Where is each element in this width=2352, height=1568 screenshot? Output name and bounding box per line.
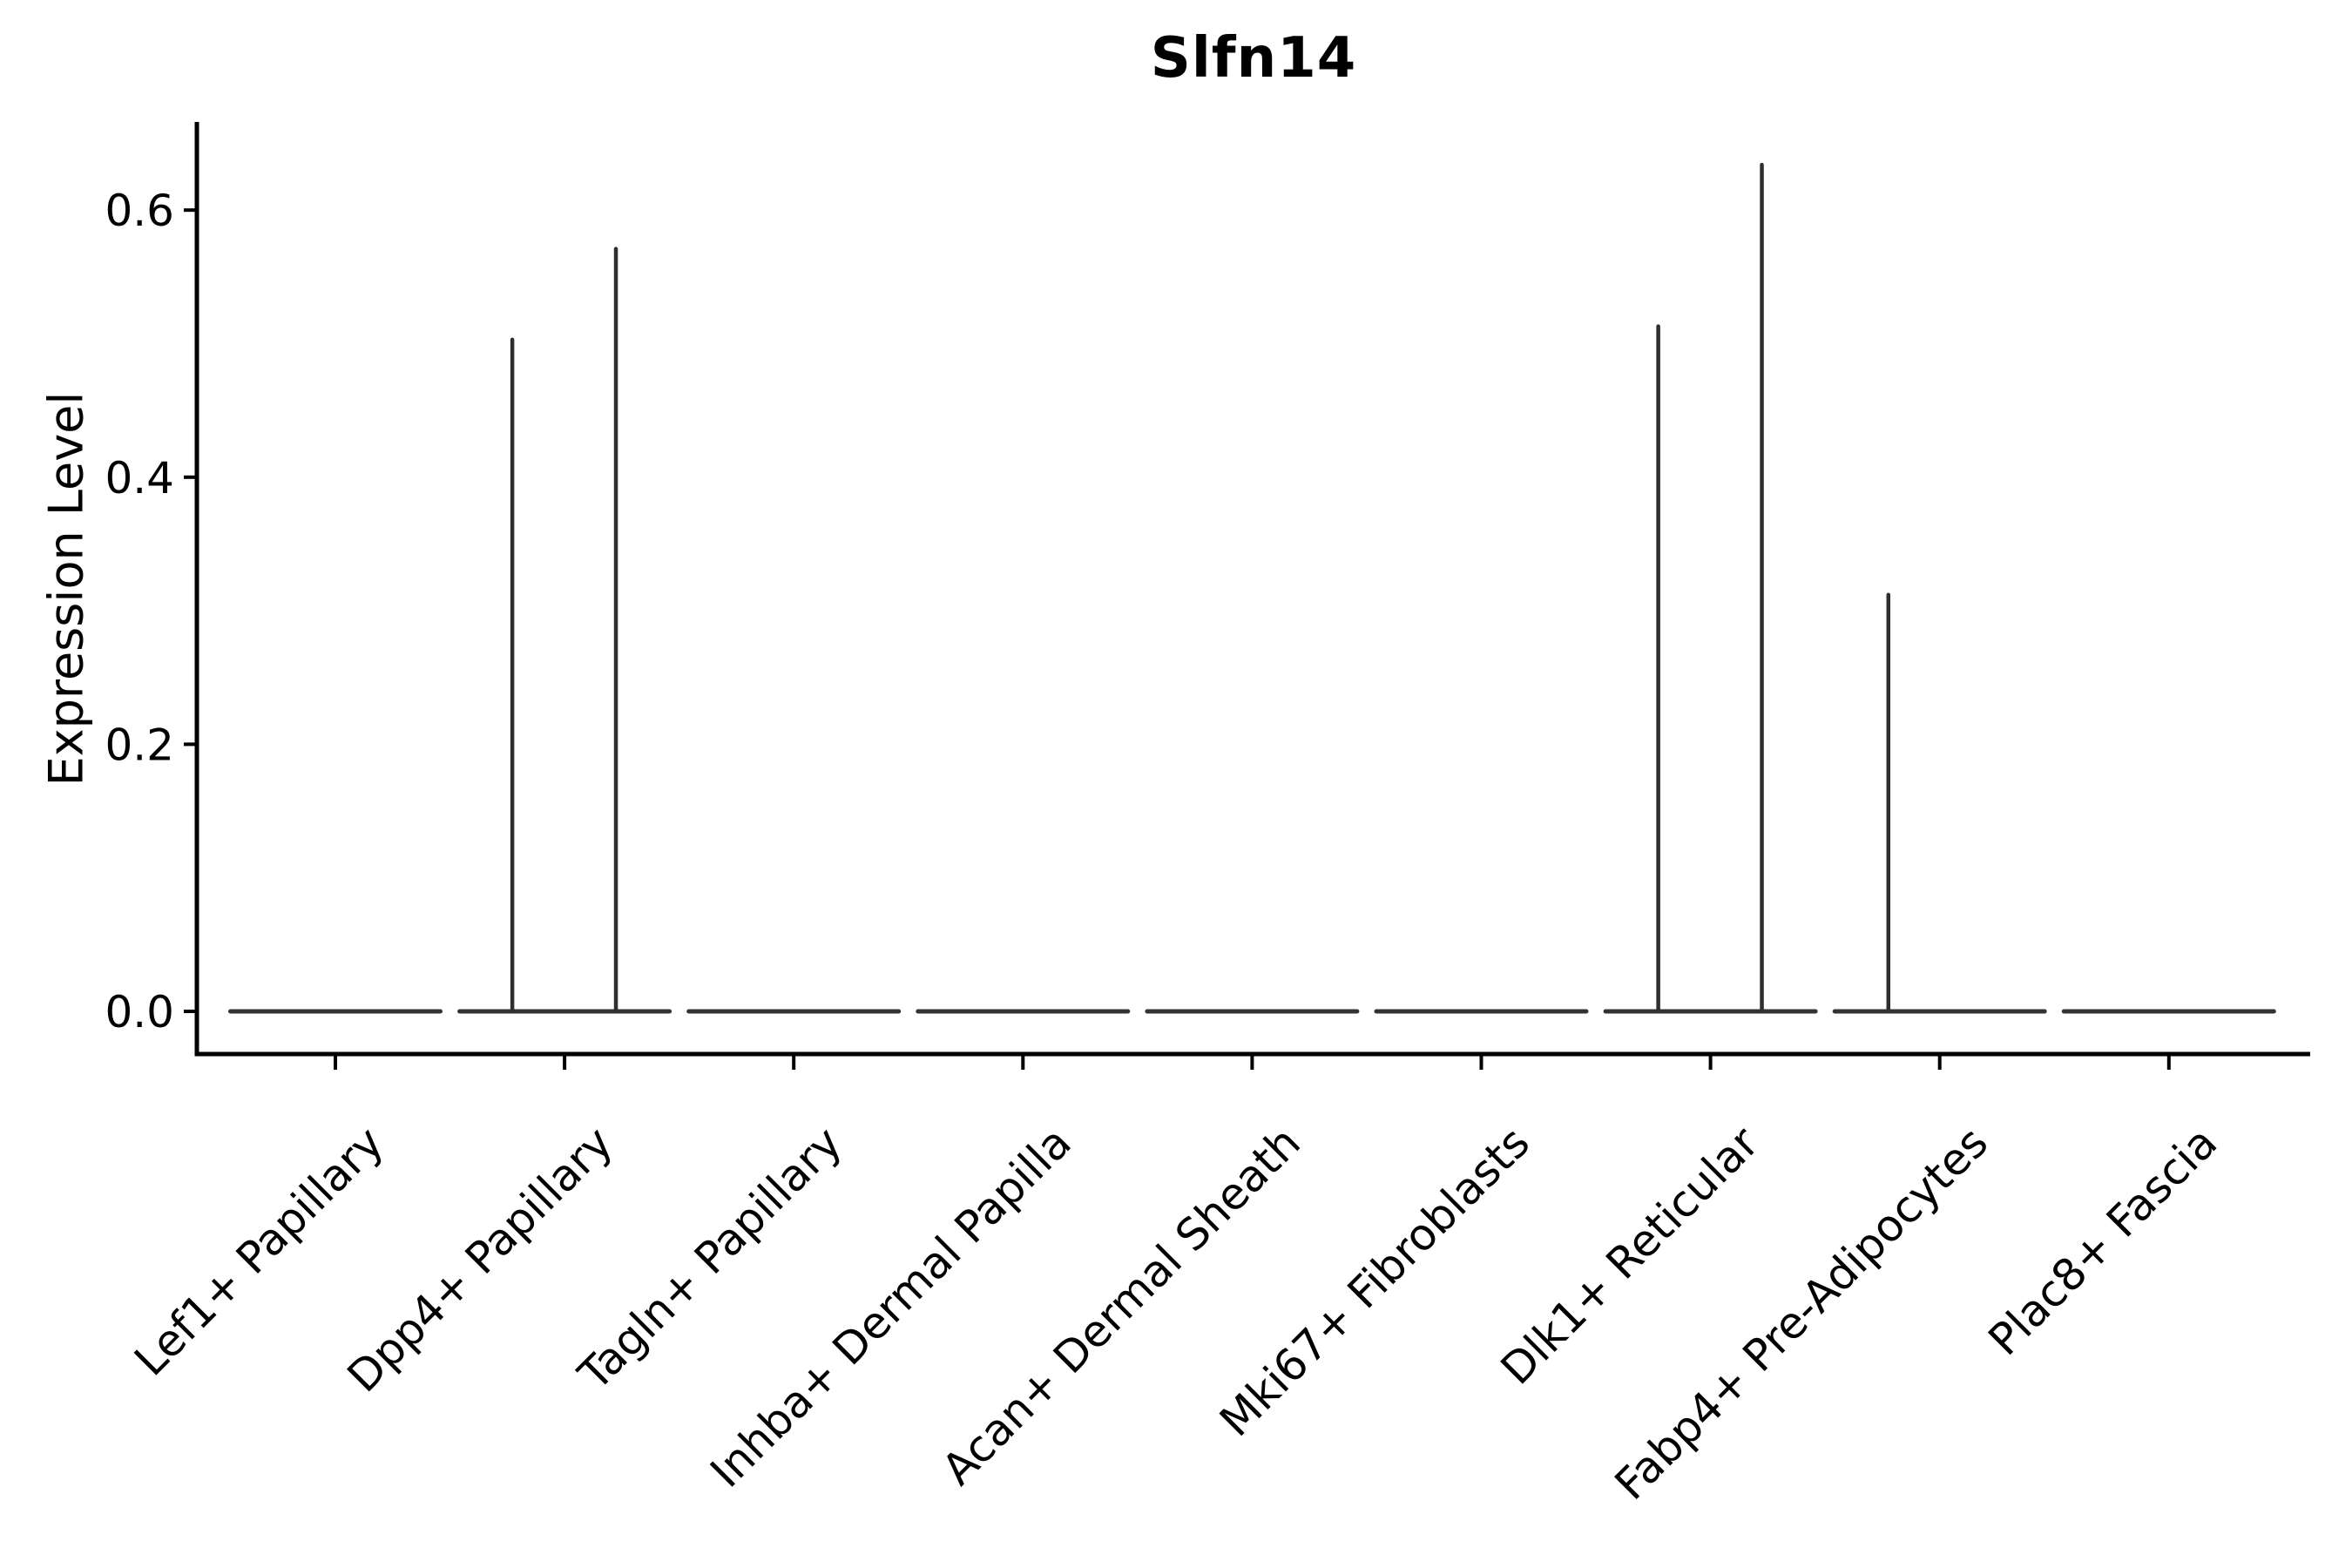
chart-title: Slfn14 bbox=[1150, 26, 1357, 91]
x-tick-label: Lef1+ Papillary bbox=[125, 1117, 393, 1385]
y-tick-label: 0.4 bbox=[105, 453, 174, 504]
y-tick-label: 0.0 bbox=[105, 987, 174, 1037]
x-tick-label: Plac8+ Fascia bbox=[1979, 1117, 2227, 1365]
y-tick-label: 0.6 bbox=[105, 186, 174, 236]
x-tick-label: Fabp4+ Pre-Adipocytes bbox=[1605, 1117, 1998, 1510]
y-tick-label: 0.2 bbox=[105, 720, 174, 770]
